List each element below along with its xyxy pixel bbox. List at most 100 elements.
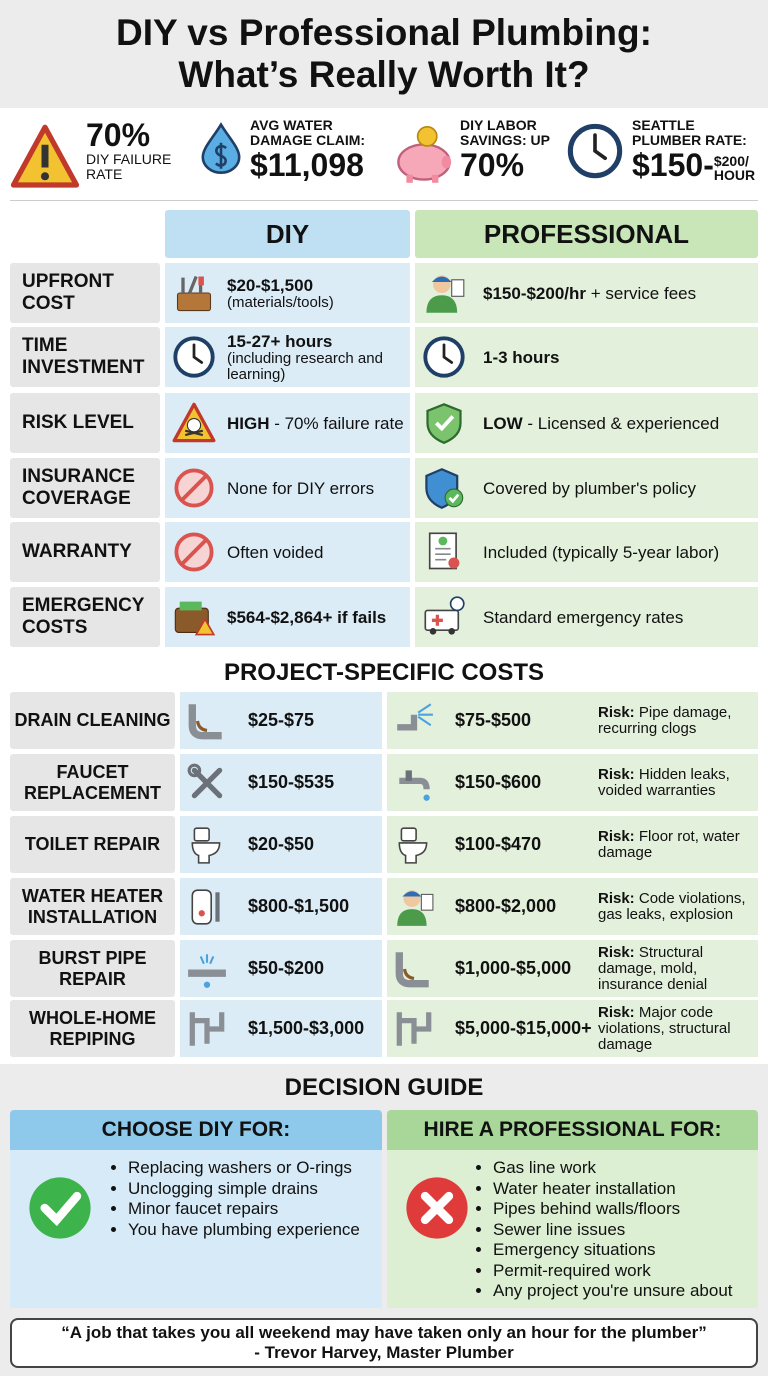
risk-detail: Hidden leaks, voided warranties xyxy=(598,765,730,799)
header: DIY vs Professional Plumbing: What’s Real… xyxy=(0,0,768,108)
icon-shape xyxy=(195,720,208,733)
icon xyxy=(172,530,216,574)
stat-value: 70% xyxy=(86,117,151,153)
cell-line: Standard emergency rates xyxy=(483,608,683,627)
project-pro: $1,000-$5,000 Risk: Structural damage, mo… xyxy=(387,940,758,997)
project-diy-cost: $150-$535 xyxy=(248,772,335,792)
icon-graphic xyxy=(397,126,452,183)
decision-item: Minor faucet repairs xyxy=(128,1199,376,1220)
cell-regular: Often voided xyxy=(227,542,324,562)
icon-shape xyxy=(40,172,50,181)
icon-graphic xyxy=(399,770,430,801)
icon-shape xyxy=(179,601,202,611)
project-pro-cost: $100-$470 xyxy=(455,834,542,854)
pro-cell: Covered by plumber's policy xyxy=(415,458,758,518)
icon-graphic xyxy=(176,275,212,312)
pro-cell: 1-3 hours xyxy=(415,327,758,387)
icon xyxy=(186,948,228,990)
project-pro: $150-$600 Risk: Hidden leaks, voided warr… xyxy=(387,754,758,811)
cell-regular: - 70% failure rate xyxy=(269,413,404,433)
icon xyxy=(172,271,216,315)
icon-shape xyxy=(181,275,203,294)
icon-shape xyxy=(199,954,215,965)
icon-shape xyxy=(420,1191,454,1225)
icon-shape xyxy=(397,909,427,926)
risk-detail: Code violations, gas leaks, explosion xyxy=(598,889,746,923)
icon-graphic xyxy=(397,890,434,926)
icon-shape xyxy=(448,628,455,635)
project-pro-cost: $75-$500 xyxy=(455,710,532,730)
decision-item: Permit-required work xyxy=(493,1261,752,1282)
cell-text: 15-27+ hours (including research and lear… xyxy=(227,332,406,383)
icon xyxy=(172,595,216,639)
risk-detail: Pipe damage, recurring clogs xyxy=(598,703,732,737)
stat: DIY LABOR SAVINGS: UP 70% xyxy=(460,118,565,198)
icon-shape xyxy=(399,777,430,790)
icon-shape xyxy=(448,557,460,569)
project-pro: $75-$500 Risk: Pipe damage, recurring clo… xyxy=(387,692,758,749)
icon xyxy=(422,335,466,379)
icon-shape xyxy=(451,279,465,297)
icon-shape xyxy=(431,276,452,282)
icon-graphic xyxy=(188,954,226,988)
row-label-text: UPFRONT COST xyxy=(22,271,114,314)
cell-strong: LOW xyxy=(483,413,523,433)
icon-shape xyxy=(438,536,448,546)
icon-shape xyxy=(402,891,422,897)
divider xyxy=(10,200,758,201)
icon-shape xyxy=(426,295,458,313)
icon-graphic xyxy=(428,532,460,570)
cell-text: $564-$2,864+ if fails xyxy=(227,608,386,627)
icon-graphic xyxy=(172,402,216,443)
icon-shape xyxy=(431,614,443,626)
risk-label: Risk: xyxy=(598,703,635,721)
pro-cell: $150-$200/hr + service fees xyxy=(415,263,758,323)
section-title: PROJECT-SPECIFIC COSTS xyxy=(0,656,768,690)
icon-graphic xyxy=(187,763,223,799)
icon-graphic xyxy=(174,601,216,636)
cell-line: $564-$2,864+ if fails xyxy=(227,608,386,627)
risk-detail: Floor rot, water damage xyxy=(598,827,740,861)
decision-header: HIRE A PROFESSIONAL FOR: xyxy=(387,1110,758,1150)
icon-graphic xyxy=(189,1012,225,1046)
cell-strong: $20-$1,500 xyxy=(227,275,314,295)
risk-label: Risk: xyxy=(598,1003,635,1021)
risk-label: Risk: xyxy=(598,943,635,961)
pro-cell: LOW - Licensed & experienced xyxy=(415,393,758,453)
cell-regular: None for DIY errors xyxy=(227,478,375,498)
stat: 70% DIY FAILURE RATE xyxy=(86,118,196,198)
project-label: TOILET REPAIR xyxy=(10,816,175,873)
cell-line: None for DIY errors xyxy=(227,479,374,498)
icon-shape xyxy=(406,174,413,183)
row-label: EMERGENCY COSTS xyxy=(10,587,160,647)
cell-line: LOW - Licensed & experienced xyxy=(483,414,719,433)
column-header-text: PROFESSIONAL xyxy=(483,218,690,249)
project-diy: $1,500-$3,000 xyxy=(180,1000,382,1057)
risk-text: Risk: Pipe damage, recurring clogs xyxy=(598,703,758,737)
icon-shape xyxy=(194,617,216,636)
decision-item: Gas line work xyxy=(493,1158,752,1179)
icon-graphic xyxy=(425,468,464,509)
stat-value: 70% xyxy=(460,147,525,183)
icon xyxy=(186,824,228,866)
decision-header: CHOOSE DIY FOR: xyxy=(10,1110,382,1150)
cell-strong: 1-3 hours xyxy=(483,347,560,367)
risk-label: Risk: xyxy=(598,889,635,907)
icon xyxy=(195,122,247,174)
icon xyxy=(393,700,435,742)
row-label-text: RISK LEVEL xyxy=(22,412,134,433)
decision-items: Replacing washers or O-ringsUnclogging s… xyxy=(110,1158,376,1240)
icon-graphic xyxy=(191,827,221,864)
decision-items: Gas line workWater heater installationPi… xyxy=(475,1158,752,1302)
project-pro: $800-$2,000 Risk: Code violations, gas le… xyxy=(387,878,758,935)
icon-graphic xyxy=(188,704,222,740)
decision-list: Replacing washers or O-ringsUnclogging s… xyxy=(110,1158,376,1308)
cell-regular: - Licensed & experienced xyxy=(522,413,720,433)
icon-shape xyxy=(441,155,452,169)
cell-text: Included (typically 5-year labor) xyxy=(483,543,719,562)
icon-shape xyxy=(198,276,204,286)
icon-shape xyxy=(400,827,417,842)
cell-strong: 15-27+ hours xyxy=(227,331,333,351)
icon xyxy=(393,948,435,990)
